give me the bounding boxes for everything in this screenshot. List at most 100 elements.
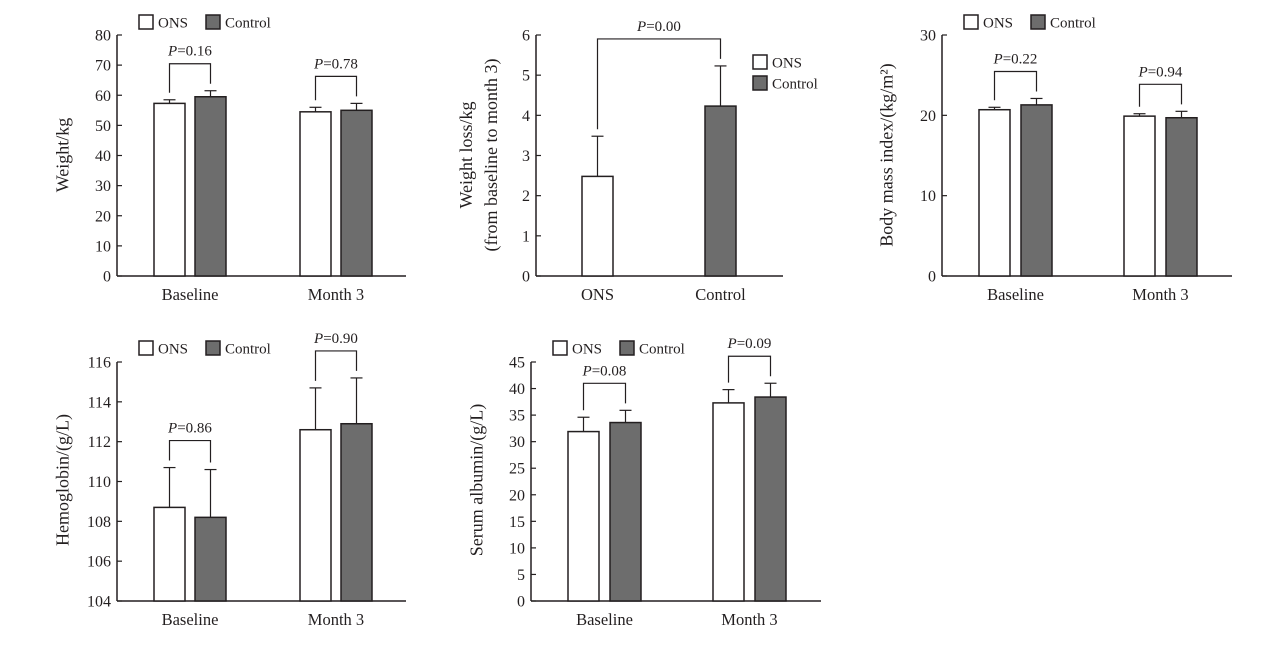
p-value: =0.22 xyxy=(1003,51,1038,67)
y-tick-label: 10 xyxy=(920,188,936,205)
p-symbol: P xyxy=(993,51,1003,67)
y-tick-label: 30 xyxy=(509,434,525,451)
p-value-label: P=0.09 xyxy=(727,336,772,352)
legend-label: ONS xyxy=(983,16,1013,32)
bar-ons xyxy=(567,430,600,602)
bar-ons xyxy=(153,506,186,602)
legend: ONS Control xyxy=(138,340,271,358)
legend-label: ONS xyxy=(772,56,802,72)
p-value-label: P=0.90 xyxy=(313,331,358,347)
y-tick-label: 114 xyxy=(88,394,111,411)
p-value: =0.08 xyxy=(592,363,627,379)
y-tick-label: 10 xyxy=(509,540,525,557)
p-value: =0.09 xyxy=(737,336,772,352)
legend-swatch-ons xyxy=(138,340,154,356)
bar-control xyxy=(704,105,737,277)
y-tick-label: 3 xyxy=(522,148,530,165)
p-value-label: P=0.16 xyxy=(167,44,212,60)
legend: ONS Control xyxy=(552,340,685,358)
p-value: =0.00 xyxy=(646,19,681,35)
y-tick-label: 1 xyxy=(522,228,530,245)
p-value-bracket xyxy=(168,63,212,93)
y-tick-label: 0 xyxy=(103,269,111,286)
y-tick-label: 45 xyxy=(509,355,525,372)
x-category-label: ONS xyxy=(581,285,614,304)
y-tick-label: 70 xyxy=(95,58,111,75)
legend-label: ONS xyxy=(158,342,188,358)
y-tick-label: 108 xyxy=(87,514,111,531)
y-axis-label: Weight loss/kg xyxy=(456,101,476,208)
x-category-label: Month 3 xyxy=(308,610,364,629)
legend-swatch-ons xyxy=(552,340,568,356)
y-tick-label: 0 xyxy=(517,594,525,611)
bar-control xyxy=(194,516,227,602)
y-tick-label: 0 xyxy=(928,269,936,286)
bar-control xyxy=(1165,116,1198,277)
chart-panel-weight: 0 10 20 30 40 50 60 70 80 Weight/kg Baseline Month … xyxy=(52,14,406,304)
p-symbol: P xyxy=(167,421,177,437)
p-value-bracket xyxy=(582,382,627,411)
y-tick-label: 20 xyxy=(920,108,936,125)
y-tick-label: 30 xyxy=(920,28,936,45)
p-value: =0.78 xyxy=(323,56,358,72)
y-tick-label: 10 xyxy=(95,238,111,255)
p-symbol: P xyxy=(313,331,323,347)
bar-ons xyxy=(299,111,332,277)
p-value-bracket xyxy=(1138,83,1183,107)
chart-panel-hemoglobin: 104 106 108 110 112 114 116 Hemoglobin/(g/L) Bas… xyxy=(52,331,406,629)
y-tick-label: 20 xyxy=(509,487,525,504)
p-value-label: P=0.86 xyxy=(167,421,212,437)
bar-ons xyxy=(978,108,1011,277)
legend-swatch-ons xyxy=(138,14,154,30)
p-value: =0.86 xyxy=(177,421,212,437)
y-tick-label: 80 xyxy=(95,28,111,45)
legend-label: Control xyxy=(1050,16,1096,32)
p-value: =0.94 xyxy=(1148,64,1183,80)
p-symbol: P xyxy=(582,363,592,379)
y-tick-label: 0 xyxy=(522,269,530,286)
x-category-label: Month 3 xyxy=(1132,285,1188,304)
y-tick-label: 5 xyxy=(517,567,525,584)
p-value-label: P=0.22 xyxy=(993,51,1038,67)
y-tick-label: 106 xyxy=(87,554,111,571)
bar-ons xyxy=(153,102,186,277)
chart-panel-serum-albumin: 0 5 10 15 20 25 30 35 40 45 Serum albumin/(g/L) Bas… xyxy=(466,336,821,629)
p-value-label: P=0.94 xyxy=(1138,64,1183,80)
bar-control xyxy=(340,422,373,602)
y-tick-label: 20 xyxy=(95,208,111,225)
y-axis-label: Weight/kg xyxy=(52,118,72,193)
y-tick-label: 25 xyxy=(509,461,525,478)
p-value-label: P=0.78 xyxy=(313,56,358,72)
legend-label: Control xyxy=(639,342,685,358)
p-value-bracket xyxy=(314,350,358,381)
bar-ons xyxy=(581,175,614,277)
y-tick-label: 2 xyxy=(522,188,530,205)
y-axis-label: Hemoglobin/(g/L) xyxy=(52,414,73,546)
p-value: =0.90 xyxy=(323,331,358,347)
bar-ons xyxy=(1123,115,1156,277)
y-tick-label: 50 xyxy=(95,118,111,135)
p-symbol: P xyxy=(167,44,177,60)
y-tick-label: 116 xyxy=(88,355,111,372)
legend-label: Control xyxy=(225,16,271,32)
p-symbol: P xyxy=(313,56,323,72)
x-category-label: Baseline xyxy=(162,285,219,304)
y-tick-label: 104 xyxy=(87,594,111,611)
p-value: =0.16 xyxy=(177,44,212,60)
x-category-label: Baseline xyxy=(576,610,633,629)
y-tick-label: 35 xyxy=(509,408,525,425)
legend-swatch-control xyxy=(619,340,635,356)
x-category-label: Control xyxy=(695,285,746,304)
p-value-label: P=0.08 xyxy=(582,363,627,379)
p-value-bracket xyxy=(168,439,212,463)
bar-control xyxy=(609,421,642,602)
p-value-bracket xyxy=(314,75,358,101)
bar-control xyxy=(340,109,373,277)
x-category-label: Baseline xyxy=(987,285,1044,304)
y-tick-label: 60 xyxy=(95,88,111,105)
legend-swatch-control xyxy=(205,14,221,30)
p-value-bracket xyxy=(596,38,722,130)
y-axis-label: Body mass index/(kg/m²) xyxy=(876,63,897,246)
p-value-bracket xyxy=(993,70,1038,101)
